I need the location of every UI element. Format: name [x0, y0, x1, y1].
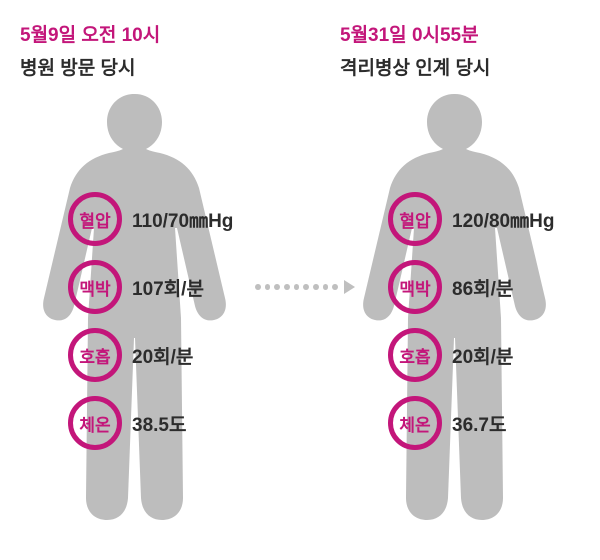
metric-row-bp: 혈압 110/70㎜Hg	[68, 192, 233, 246]
metric-value-bp: 110/70㎜Hg	[132, 206, 233, 233]
metric-label: 맥박	[79, 275, 110, 300]
metric-row-temp: 체온 38.5도	[68, 396, 233, 450]
metric-label: 체온	[399, 411, 430, 436]
metric-value-pulse: 107회/분	[132, 274, 204, 301]
metric-value-pulse: 86회/분	[452, 274, 513, 301]
panel-subtitle: 격리병상 인계 당시	[340, 53, 600, 80]
panel-subtitle: 병원 방문 당시	[20, 53, 300, 80]
metric-circle-pulse: 맥박	[68, 260, 122, 314]
metric-label: 혈압	[79, 207, 110, 232]
metric-label: 맥박	[399, 275, 430, 300]
arrow-dot	[274, 284, 280, 290]
metric-row-resp: 호흡 20회/분	[68, 328, 233, 382]
metric-row-pulse: 맥박 86회/분	[388, 260, 554, 314]
metric-value-bp: 120/80㎜Hg	[452, 206, 554, 233]
metric-circle-resp: 호흡	[68, 328, 122, 382]
metric-label: 호흡	[399, 343, 430, 368]
metric-value-resp: 20회/분	[132, 342, 193, 369]
metric-circle-bp: 혈압	[388, 192, 442, 246]
metric-row-temp: 체온 36.7도	[388, 396, 554, 450]
arrow-dot	[313, 284, 319, 290]
figure-right: 혈압 120/80㎜Hg 맥박 86회/분 호흡 20회/분 체온 36.7도	[340, 94, 570, 554]
figure-left: 혈압 110/70㎜Hg 맥박 107회/분 호흡 20회/분 체온 38.5도	[20, 94, 250, 554]
panel-right: 5월31일 0시55분 격리병상 인계 당시 혈압 120/80㎜Hg 맥박 8…	[340, 20, 600, 554]
panel-date: 5월31일 0시55분	[340, 20, 600, 47]
metric-circle-pulse: 맥박	[388, 260, 442, 314]
metric-value-temp: 36.7도	[452, 410, 506, 437]
metric-label: 호흡	[79, 343, 110, 368]
arrow-dot	[332, 284, 338, 290]
metric-circle-resp: 호흡	[388, 328, 442, 382]
metric-row-resp: 호흡 20회/분	[388, 328, 554, 382]
metric-circle-temp: 체온	[68, 396, 122, 450]
metric-circle-bp: 혈압	[68, 192, 122, 246]
arrow-dot	[323, 284, 329, 290]
metric-label: 체온	[79, 411, 110, 436]
metric-value-temp: 38.5도	[132, 410, 186, 437]
metric-row-pulse: 맥박 107회/분	[68, 260, 233, 314]
metric-label: 혈압	[399, 207, 430, 232]
panel-date: 5월9일 오전 10시	[20, 20, 300, 47]
metrics-left: 혈압 110/70㎜Hg 맥박 107회/분 호흡 20회/분 체온 38.5도	[68, 192, 233, 450]
arrow-dot	[255, 284, 261, 290]
arrow-dot	[303, 284, 309, 290]
metrics-right: 혈압 120/80㎜Hg 맥박 86회/분 호흡 20회/분 체온 36.7도	[388, 192, 554, 450]
arrow-dot	[284, 284, 290, 290]
metric-row-bp: 혈압 120/80㎜Hg	[388, 192, 554, 246]
metric-value-resp: 20회/분	[452, 342, 513, 369]
arrow-dot	[294, 284, 300, 290]
metric-circle-temp: 체온	[388, 396, 442, 450]
arrow-dot	[265, 284, 271, 290]
